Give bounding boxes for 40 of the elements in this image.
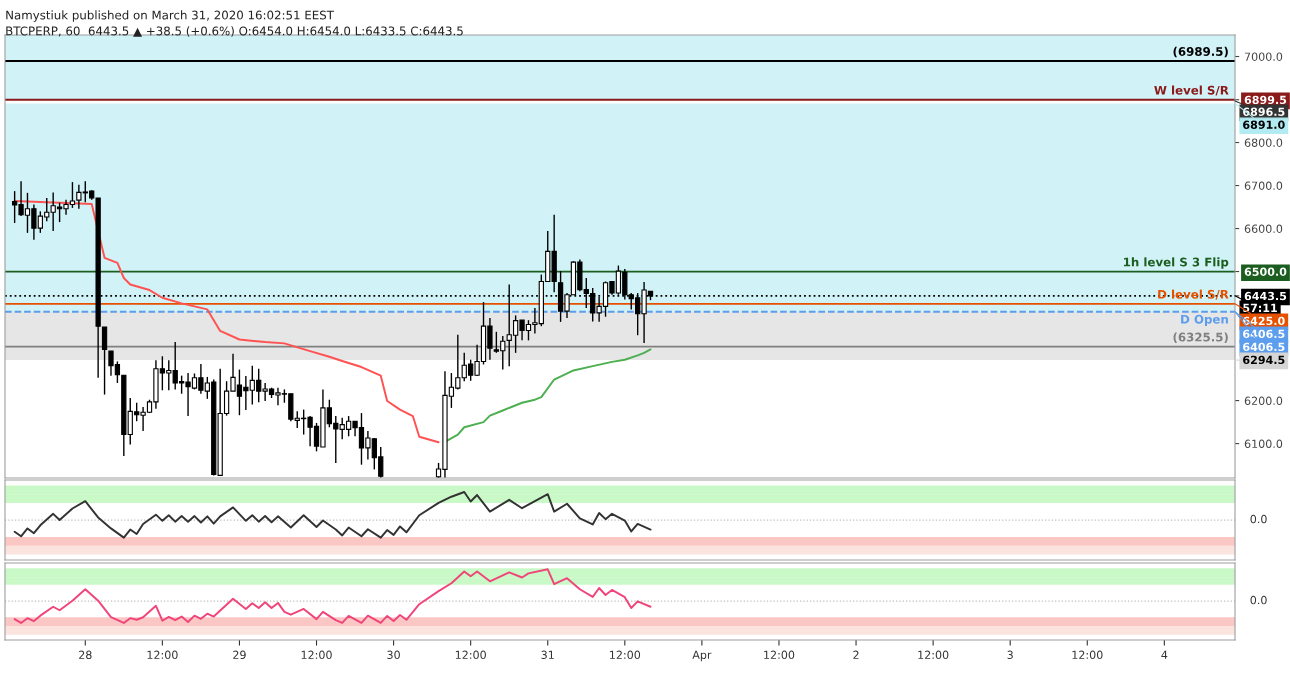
x-tick-label: 12:00 bbox=[610, 650, 641, 660]
x-tick-label: 12:00 bbox=[1072, 650, 1103, 660]
line-series bbox=[13, 200, 440, 444]
y-tick-label: 6500.0 bbox=[1244, 267, 1287, 276]
ref-line-label: (6325.5) bbox=[1173, 332, 1228, 343]
y-tick-label: 6600.0 bbox=[1244, 224, 1283, 233]
ref-line-label: 1h level S 3 Flip bbox=[1123, 257, 1229, 269]
annotation: 57:11 bbox=[1243, 303, 1277, 313]
annotation: 6406.5 bbox=[1243, 329, 1285, 339]
x-tick-label: 3 bbox=[1007, 650, 1013, 660]
ref-line-label: (6989.5) bbox=[1173, 46, 1228, 58]
x-tick-label: 12:00 bbox=[147, 650, 178, 660]
x-tick-label: 4 bbox=[1161, 650, 1168, 659]
y-tick-label: 6700.0 bbox=[1244, 181, 1283, 190]
x-tick-label: 28 bbox=[79, 650, 92, 660]
y-tick-label: 6200.0 bbox=[1244, 396, 1283, 405]
y-tick-label: 6800.0 bbox=[1244, 138, 1283, 147]
ref-line-label: W level S/R bbox=[1154, 85, 1229, 96]
y-tick-label: 7000.0 bbox=[1244, 52, 1283, 61]
x-tick-label: 31 bbox=[541, 650, 554, 660]
ref-line-label: D level S/R bbox=[1158, 289, 1229, 300]
y-tick-label: 6899.5 bbox=[1244, 95, 1287, 105]
ref-line-label: D Open bbox=[1181, 314, 1228, 326]
x-tick-label: 12:00 bbox=[764, 650, 795, 660]
x-tick-label: 12:00 bbox=[455, 650, 486, 660]
ref-line-label: 0.0 bbox=[1250, 514, 1267, 524]
annotation: 6891.0 bbox=[1243, 120, 1285, 129]
ref-line-label: 0.0 bbox=[1250, 595, 1267, 605]
y-tick-label: 6100.0 bbox=[1244, 439, 1283, 448]
x-tick-label: 29 bbox=[233, 650, 246, 660]
x-tick-label: 2 bbox=[853, 650, 859, 659]
annotation: 6294.5 bbox=[1243, 355, 1285, 365]
chart-title: Namystiuk published on March 31, 2020 16:02:51 EEST bbox=[6, 10, 334, 22]
x-tick-label: 12:00 bbox=[918, 650, 949, 660]
x-tick-label: 12:00 bbox=[301, 650, 332, 660]
annotation: 6406.5 bbox=[1243, 342, 1285, 352]
chart-subtitle: BTCPERP, 60 6443.5 ▲ +38.5 (+0.6%) O:6454.0 H:6454.0 L:6433.5 C:6443.5 bbox=[6, 26, 463, 37]
y-tick-label: 6443.5 bbox=[1244, 291, 1287, 301]
x-tick-label: Apr bbox=[692, 650, 712, 662]
x-tick-label: 30 bbox=[387, 650, 400, 660]
